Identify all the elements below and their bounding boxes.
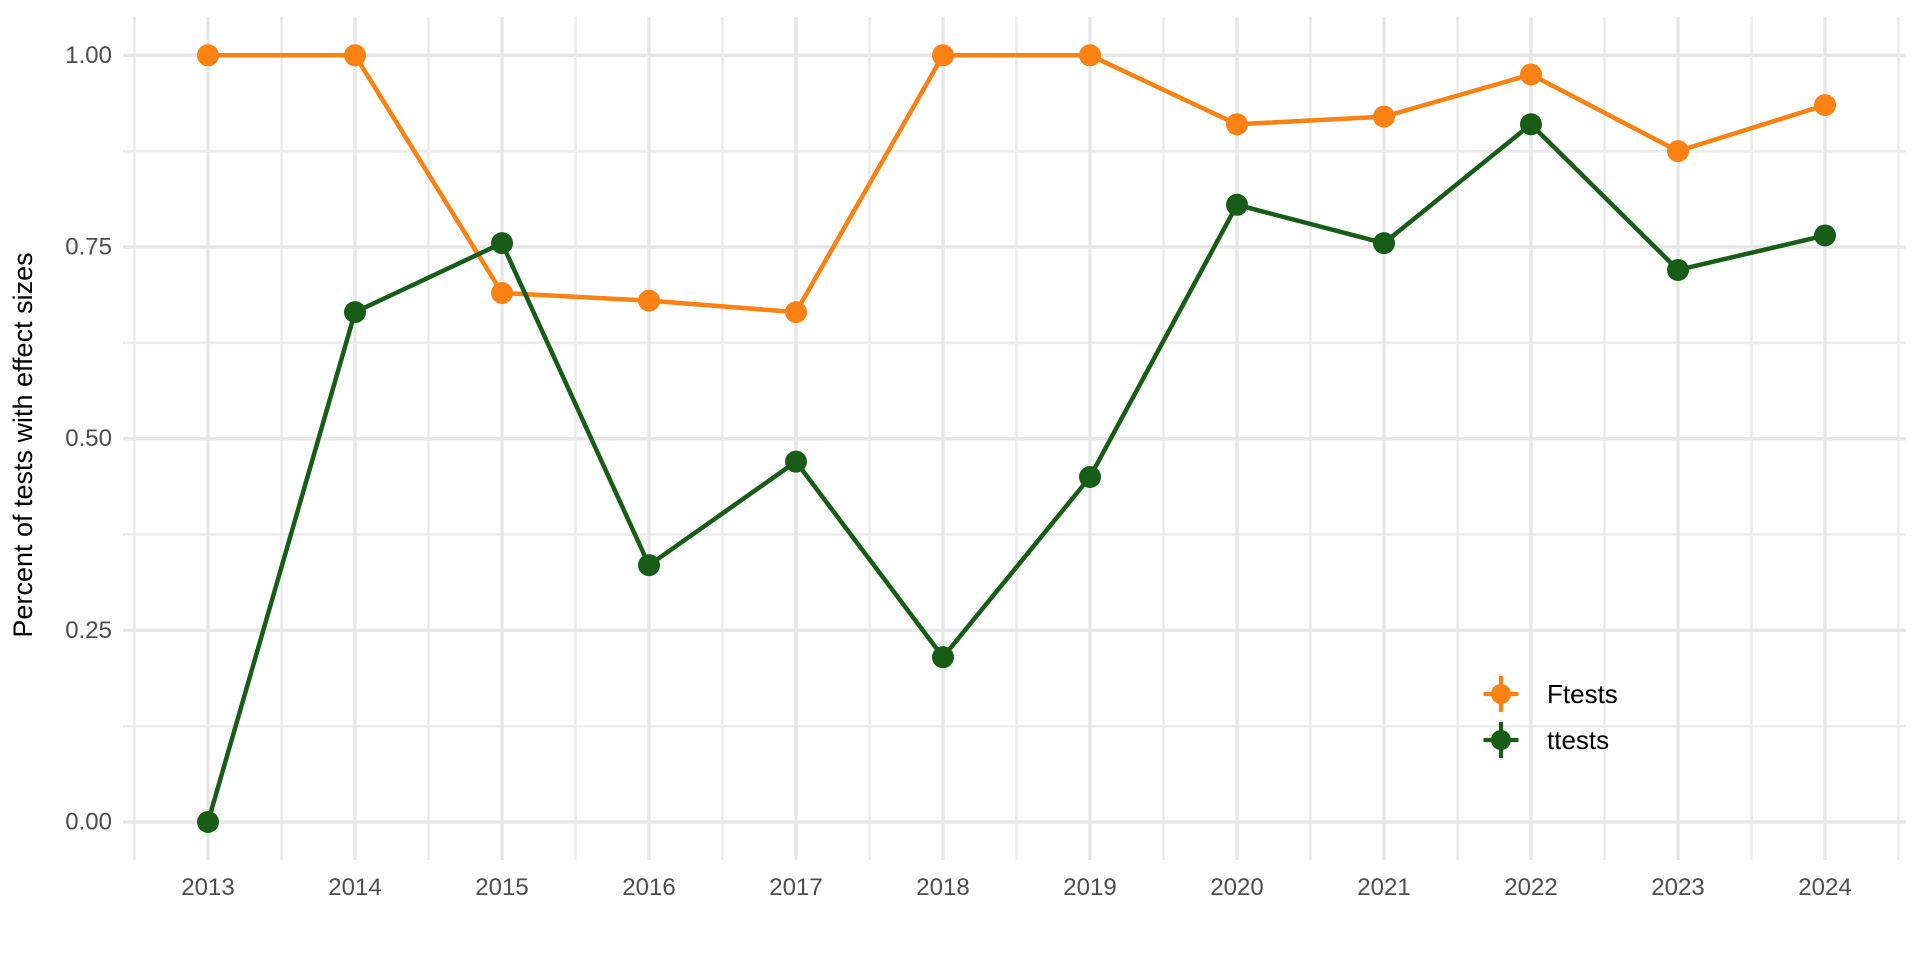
y-tick-label-0.50: 0.50 [65,425,112,452]
legend: Ftests ttests [1483,676,1618,758]
ttests-point-2024 [1814,224,1836,247]
gridlines-major [123,17,1906,860]
legend-label-ftests: Ftests [1547,679,1618,709]
ttests-point-2016 [638,554,660,577]
series-ttests [197,113,1836,833]
legend-item-ttests: ttests [1483,722,1609,758]
y-tick-label-0.75: 0.75 [65,233,112,260]
y-axis-title: Percent of tests with effect sizes [8,252,38,637]
x-tick-label-2018: 2018 [916,874,969,901]
ttests-point-2013 [197,811,219,833]
y-tick-label-1.00: 1.00 [65,42,112,69]
legend-item-ftests: Ftests [1483,676,1618,712]
ttests-point-2022 [1520,113,1542,136]
series-layer [197,44,1836,833]
x-tick-label-2016: 2016 [622,874,675,901]
x-tick-label-2023: 2023 [1651,874,1704,901]
ttests-point-2023 [1667,258,1689,281]
ttests-point-2017 [785,450,807,473]
ftests-point-2020 [1226,113,1248,136]
ttests-point-2019 [1079,465,1101,488]
ftests-point-2023 [1667,140,1689,163]
legend-label-ttests: ttests [1547,725,1609,755]
x-axis-tick-labels: 2013 2014 2015 2016 2017 2018 2019 2020 2021 2022… [181,874,1851,901]
x-tick-label-2013: 2013 [181,874,234,901]
legend-key-point-ftests [1491,684,1511,704]
x-tick-label-2017: 2017 [769,874,822,901]
ftests-point-2021 [1373,105,1395,128]
ftests-point-2015 [491,281,513,304]
ttests-point-2014 [344,301,366,324]
y-tick-label-0.00: 0.00 [65,809,112,836]
ftests-point-2013 [197,44,219,67]
ttests-point-2018 [932,646,954,669]
legend-key-point-ttests [1491,730,1511,750]
x-tick-label-2019: 2019 [1063,874,1116,901]
x-tick-label-2015: 2015 [475,874,528,901]
x-tick-label-2024: 2024 [1798,874,1851,901]
ttests-point-2015 [491,232,513,255]
ttests-point-2020 [1226,193,1248,216]
ftests-point-2016 [638,289,660,312]
x-tick-label-2014: 2014 [328,874,381,901]
ttests-line [205,122,1826,823]
y-tick-label-0.25: 0.25 [65,617,112,644]
x-tick-label-2022: 2022 [1504,874,1557,901]
y-axis-tick-labels: 0.00 0.25 0.50 0.75 1.00 [65,42,112,836]
ftests-point-2019 [1079,44,1101,67]
ftests-point-2018 [932,44,954,67]
ftests-point-2022 [1520,63,1542,86]
x-tick-label-2020: 2020 [1210,874,1263,901]
ttests-point-2021 [1373,232,1395,255]
ftests-point-2017 [785,301,807,324]
x-tick-label-2021: 2021 [1357,874,1410,901]
series-ftests [197,44,1836,324]
ftests-point-2024 [1814,94,1836,117]
ftests-point-2014 [344,44,366,67]
